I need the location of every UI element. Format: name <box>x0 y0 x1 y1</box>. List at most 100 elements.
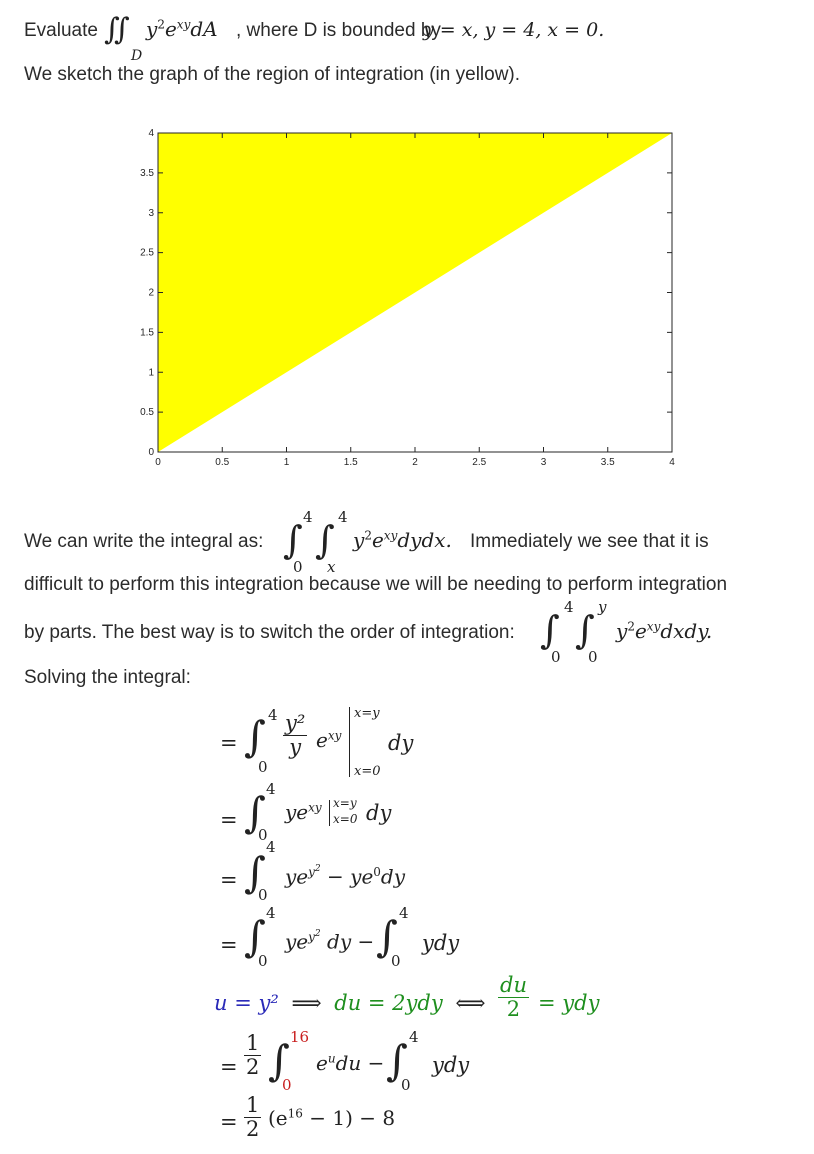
step3-integral-sign: ∫ <box>244 848 266 897</box>
integral2-inner-lower: 0 <box>588 648 598 666</box>
intro-bounds: y = x, y = 4, x = 0. <box>423 19 605 41</box>
step5-integral-sign: ∫ <box>268 1036 290 1085</box>
intro-line: Evaluate <box>24 20 98 42</box>
subst-arrow2: ⟺ <box>455 991 486 1015</box>
step1-eval-upper: x=y <box>354 706 380 721</box>
evaluate-word: Evaluate <box>24 20 98 41</box>
x-tick-label: 0 <box>155 457 161 468</box>
double-integral-sign: ∬ <box>104 12 130 47</box>
region-subscript: D <box>131 48 143 64</box>
step3-body: yey2 − ye0dy <box>285 864 406 889</box>
integral2-outer-sign: ∫ <box>540 608 560 652</box>
step1-upper: 4 <box>268 706 278 724</box>
step4-lower-b: 0 <box>391 952 401 970</box>
step4-lower: 0 <box>258 952 268 970</box>
y-tick-label: 2.5 <box>140 248 154 259</box>
step2-lower: 0 <box>258 826 268 844</box>
y-tick-label: 2 <box>148 288 154 299</box>
integral1-outer-upper: 4 <box>303 508 313 526</box>
step5-body-b: ydy <box>432 1053 470 1077</box>
step1-integral-sign: ∫ <box>244 712 266 761</box>
integral1-inner-upper: 4 <box>338 508 348 526</box>
step1-diff: dy <box>388 731 414 755</box>
step5-body-a: eudu − <box>316 1051 385 1075</box>
region-plot: 0 0.5 1 1.5 2 2.5 3 3.5 4 0 0.5 1 1.5 2 2.5 3 3.5 4 <box>140 128 675 468</box>
region-fill <box>158 133 672 452</box>
step5-upper-b: 4 <box>409 1028 419 1046</box>
step2-integral-sign: ∫ <box>244 788 266 837</box>
step1-eval-lower: x=0 <box>354 764 381 779</box>
x-tick-label: 1.5 <box>344 457 358 468</box>
step6-body: (e16 − 1) − 8 <box>268 1106 396 1130</box>
step4-upper-b: 4 <box>399 904 409 922</box>
paragraph-line2: difficult to perform this integration be… <box>24 574 728 595</box>
integral1-inner-sign: ∫ <box>315 518 335 562</box>
subst-line: u = y² ⟹ du = 2ydy ⟺ <box>214 991 486 1015</box>
step4-equals: = <box>220 933 238 957</box>
step1-equals: = <box>220 731 238 755</box>
y-tick-label: 3 <box>148 208 154 219</box>
step3-lower: 0 <box>258 886 268 904</box>
x-tick-label: 2.5 <box>472 457 486 468</box>
y-tick-label: 1.5 <box>140 327 154 338</box>
subst-rhs: = ydy <box>538 991 600 1015</box>
step4-integral-sign-b: ∫ <box>376 912 398 961</box>
step5-lower-b: 0 <box>401 1076 411 1094</box>
step4-upper: 4 <box>266 904 276 922</box>
integral1-inner-lower: x <box>327 558 336 576</box>
step6-equals: = <box>220 1110 238 1134</box>
x-tick-label: 4 <box>669 457 675 468</box>
step5-upper: 16 <box>290 1028 310 1046</box>
x-tick-label: 3 <box>541 457 547 468</box>
step4-body-b: ydy <box>422 931 460 955</box>
write-integral-text: We can write the integral as: <box>24 531 264 552</box>
step3-upper: 4 <box>266 838 276 856</box>
step5-integral-sign-b: ∫ <box>386 1036 408 1085</box>
step2-eval-lower: x=0 <box>333 812 358 826</box>
subst-u: u = y² <box>214 991 279 1015</box>
integral2-outer-lower: 0 <box>551 648 561 666</box>
step2-eval-upper: x=y <box>333 796 357 810</box>
x-tick-label: 2 <box>412 457 418 468</box>
y-tick-label: 4 <box>148 128 154 139</box>
subst-du: du = 2ydy <box>334 991 443 1015</box>
step5-equals: = <box>220 1055 238 1079</box>
subst-arrow1: ⟹ <box>291 991 322 1015</box>
step2-equals: = <box>220 808 238 832</box>
y-tick-label: 3.5 <box>140 168 154 179</box>
integral2-inner-upper: y <box>598 598 607 616</box>
step1-exp: exy <box>316 728 342 752</box>
integral1-outer-lower: 0 <box>293 558 303 576</box>
solving-label: Solving the integral: <box>24 667 191 688</box>
integral1-body: y2exydydx. <box>353 528 452 552</box>
intro-integrand: y2exydA <box>146 17 218 41</box>
x-tick-label: 1 <box>284 457 290 468</box>
step1-fraction: y² y <box>283 711 308 760</box>
y-tick-label: 0 <box>148 447 154 458</box>
y-tick-label: 1 <box>148 367 154 378</box>
step2-eval-bar <box>329 800 330 826</box>
step5-lower: 0 <box>282 1076 292 1094</box>
step2-upper: 4 <box>266 780 276 798</box>
integral2-body: y2exydxdy. <box>616 619 713 643</box>
step4-integral-sign: ∫ <box>244 912 266 961</box>
step3-equals: = <box>220 868 238 892</box>
x-tick-label: 3.5 <box>601 457 615 468</box>
step4-body-a: yey2 dy − <box>285 929 375 954</box>
integral2-outer-upper: 4 <box>564 598 574 616</box>
step1-eval-bar <box>349 707 350 777</box>
sketch-sentence: We sketch the graph of the region of int… <box>24 64 521 85</box>
y-tick-label: 0.5 <box>140 407 154 418</box>
immediately-text: Immediately we see that it is <box>470 531 709 552</box>
step2-diff: dy <box>366 801 392 825</box>
subst-fraction: du 2 <box>498 973 529 1022</box>
paragraph-line3: by parts. The best way is to switch the … <box>24 622 515 643</box>
x-tick-label: 0.5 <box>215 457 229 468</box>
integral2-inner-sign: ∫ <box>575 608 595 652</box>
integral1-outer-sign: ∫ <box>283 518 303 562</box>
intro-where: , where D is bounded by <box>236 20 441 41</box>
step1-lower: 0 <box>258 758 268 776</box>
step2-body: yexy <box>285 800 322 824</box>
